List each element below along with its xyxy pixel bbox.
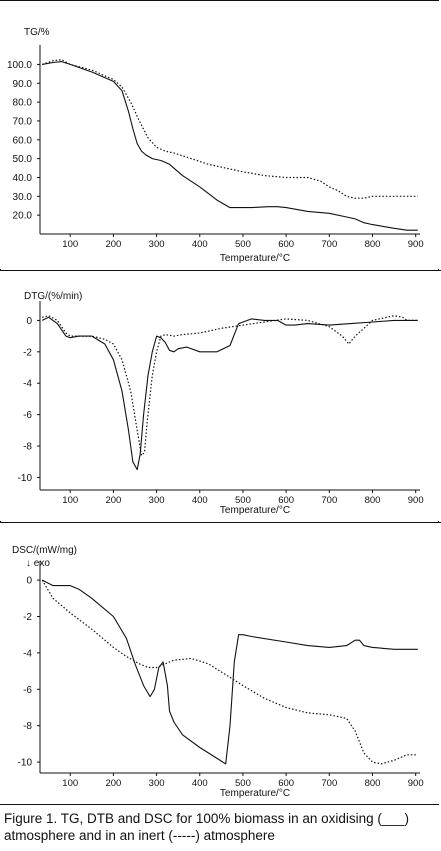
x-tick-label: 200 bbox=[105, 778, 121, 789]
y-tick-label: -8 bbox=[23, 442, 32, 453]
x-tick-label: 500 bbox=[235, 239, 251, 250]
tg-panel: 20.0 30.0 40.0 50.0 60.0 70.0 80.0 90.0 100.0 100… bbox=[0, 1, 439, 269]
inert-atmosphere-line bbox=[41, 579, 418, 765]
x-tick-label: 400 bbox=[192, 239, 208, 250]
x-tick-label: 400 bbox=[192, 778, 208, 789]
x-tick-label: 800 bbox=[365, 495, 381, 506]
x-tick-label: 700 bbox=[321, 778, 337, 789]
x-tick-label: 900 bbox=[408, 778, 424, 789]
tg-chart: 20.0 30.0 40.0 50.0 60.0 70.0 80.0 90.0 100.0 100… bbox=[7, 27, 424, 264]
y-tick-label: -2 bbox=[23, 612, 32, 623]
y-axis-label: DTG/(%/min) bbox=[24, 291, 82, 302]
y-tick-label: 0 bbox=[26, 316, 32, 327]
y-tick-label: 20.0 bbox=[13, 211, 33, 222]
y-tick-label: 40.0 bbox=[13, 173, 33, 184]
caption-line-1: Figure 1. TG, DTB and DSC for 100% bioma… bbox=[4, 811, 409, 826]
inert-atmosphere-line bbox=[42, 315, 418, 457]
x-tick-label: 100 bbox=[62, 239, 78, 250]
x-tick-label: 600 bbox=[278, 778, 294, 789]
x-axis-label: Temperature/°C bbox=[220, 788, 290, 799]
y-tick-label: -4 bbox=[23, 379, 32, 390]
y-tick-label: -10 bbox=[18, 473, 33, 484]
x-tick-label: 700 bbox=[321, 495, 337, 506]
x-tick-label: 200 bbox=[105, 495, 121, 506]
y-axis-label: TG/% bbox=[24, 27, 50, 38]
x-axis-label: Temperature/°C bbox=[220, 253, 290, 264]
y-tick-label: 0 bbox=[26, 576, 32, 587]
y-tick-label: -2 bbox=[23, 347, 32, 358]
y-tick-label: 50.0 bbox=[13, 154, 33, 165]
y-tick-label: -6 bbox=[23, 685, 32, 696]
x-tick-label: 400 bbox=[192, 495, 208, 506]
x-tick-label: 300 bbox=[149, 495, 165, 506]
oxidising-atmosphere-line bbox=[41, 579, 418, 765]
y-tick-label: 60.0 bbox=[13, 135, 33, 146]
y-tick-label: -4 bbox=[23, 648, 32, 659]
y-tick-label: 100.0 bbox=[7, 60, 32, 71]
y-tick-label: 80.0 bbox=[13, 98, 33, 109]
x-tick-label: 100 bbox=[62, 495, 78, 506]
figure-caption: Figure 1. TG, DTB and DSC for 100% bioma… bbox=[4, 810, 436, 844]
x-tick-label: 500 bbox=[235, 778, 251, 789]
y-tick-label: -8 bbox=[23, 721, 32, 732]
panel-divider-1 bbox=[0, 270, 441, 271]
dtg-panel: 0 -2 -4 -6 -8 -10 100 200 300 400 500 600 700 800 900 D… bbox=[0, 271, 439, 521]
x-tick-label: 800 bbox=[365, 778, 381, 789]
dsc-panel: 0 -2 -4 -6 -8 -10 100 200 300 400 500 600 700 800 900 D… bbox=[0, 523, 439, 804]
dsc-chart: 0 -2 -4 -6 -8 -10 100 200 300 400 500 600 700 800 900 D… bbox=[12, 545, 424, 799]
y-tick-label: -6 bbox=[23, 410, 32, 421]
x-tick-label: 800 bbox=[365, 239, 381, 250]
oxidising-atmosphere-line bbox=[42, 61, 418, 231]
inert-atmosphere-line bbox=[42, 59, 418, 199]
x-tick-label: 900 bbox=[408, 495, 424, 506]
panel-divider-2 bbox=[0, 522, 441, 523]
x-tick-label: 100 bbox=[62, 778, 78, 789]
x-tick-label: 900 bbox=[408, 239, 424, 250]
y-axis-label: DSC/(mW/mg) bbox=[12, 545, 77, 556]
x-tick-label: 200 bbox=[105, 239, 121, 250]
x-tick-label: 700 bbox=[321, 239, 337, 250]
x-axis-label: Temperature/°C bbox=[220, 505, 290, 516]
y-tick-label: 30.0 bbox=[13, 192, 33, 203]
x-tick-label: 300 bbox=[149, 239, 165, 250]
oxidising-atmosphere-line bbox=[41, 316, 418, 471]
y-tick-label: -10 bbox=[18, 758, 33, 769]
y-tick-label: 70.0 bbox=[13, 116, 33, 127]
x-tick-label: 300 bbox=[149, 778, 165, 789]
y-tick-label: 90.0 bbox=[13, 79, 33, 90]
x-tick-label: 600 bbox=[278, 495, 294, 506]
x-tick-label: 500 bbox=[235, 495, 251, 506]
caption-line-2: atmosphere and in an inert (-----) atmos… bbox=[4, 828, 275, 843]
x-tick-label: 600 bbox=[278, 239, 294, 250]
exo-annotation: ↓ exo bbox=[26, 558, 50, 569]
dtg-chart: 0 -2 -4 -6 -8 -10 100 200 300 400 500 600 700 800 900 D… bbox=[18, 291, 424, 516]
